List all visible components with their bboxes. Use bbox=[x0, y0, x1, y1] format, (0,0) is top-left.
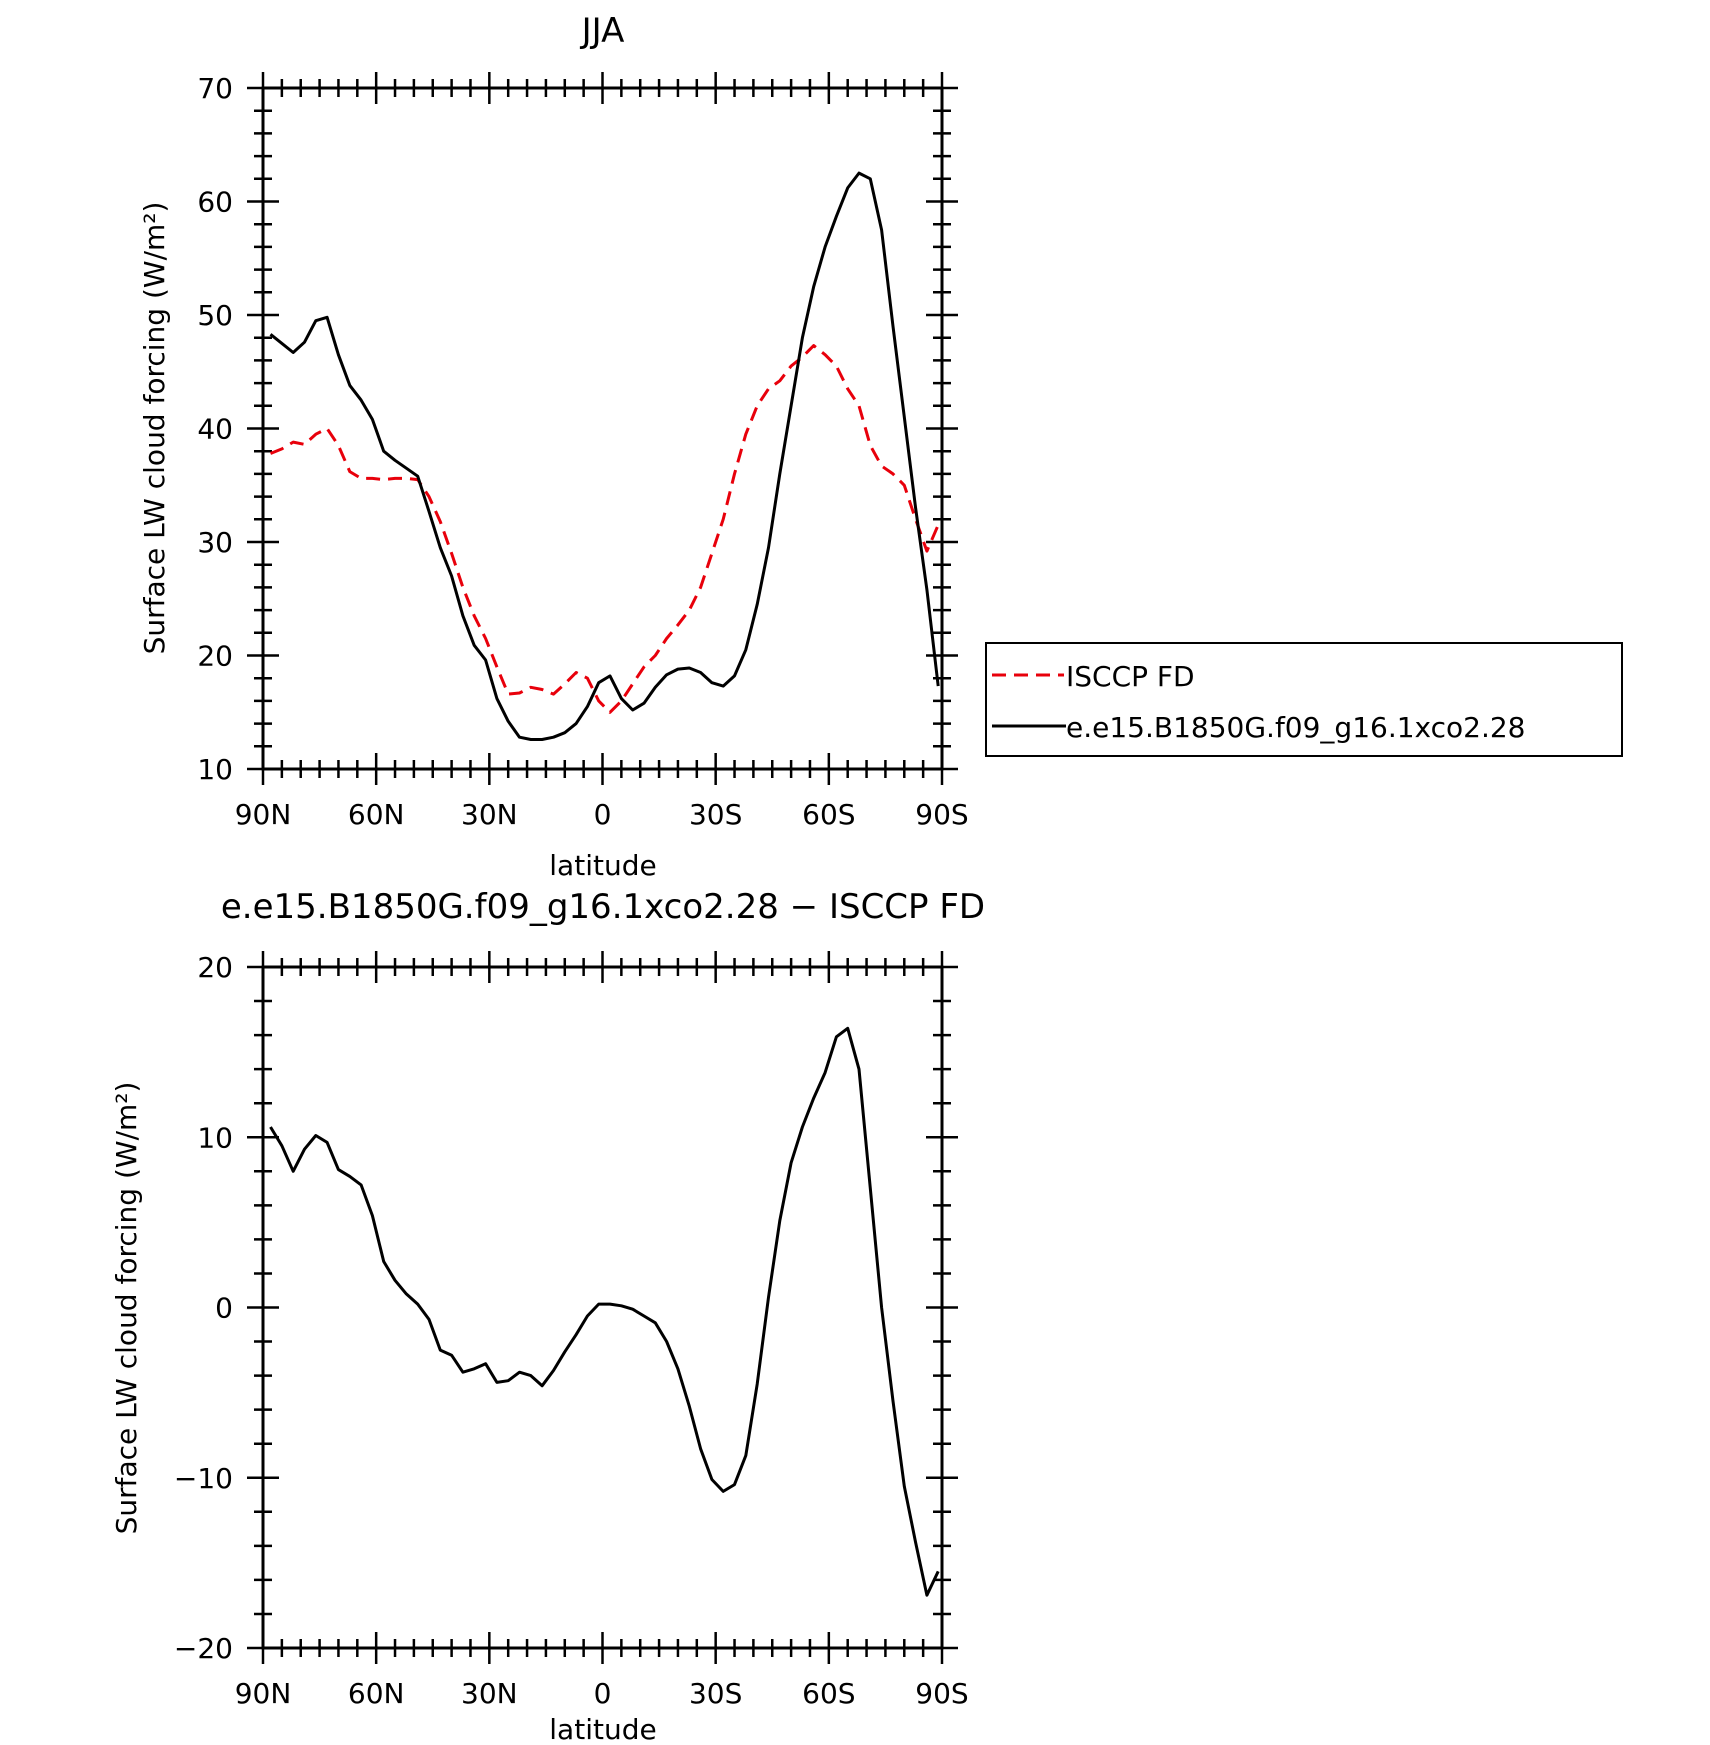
legend: ISCCP FD e.e15.B1850G.f09_g16.1xco2.28 bbox=[985, 642, 1623, 757]
bottom-y-tick-label: 20 bbox=[197, 951, 233, 984]
bottom-y-axis-label: Surface LW cloud forcing (W/m²) bbox=[110, 1082, 143, 1535]
bottom-y-tick-label: −10 bbox=[174, 1462, 233, 1495]
top-panel-title: JJA bbox=[580, 11, 625, 51]
bottom-plot-frame bbox=[261, 965, 944, 1650]
top-y-tick-label: 70 bbox=[197, 72, 233, 105]
top-x-tick-label: 30N bbox=[461, 798, 518, 831]
top-series-line-0 bbox=[269, 344, 940, 714]
top-x-axis-label: latitude bbox=[549, 849, 656, 882]
bottom-panel: e.e15.B1850G.f09_g16.1xco2.28 − ISCCP FD… bbox=[110, 887, 985, 1745]
bottom-axis-ticks bbox=[247, 951, 958, 1664]
bottom-x-tick-label: 90S bbox=[915, 1677, 968, 1710]
top-y-axis-label: Surface LW cloud forcing (W/m²) bbox=[138, 202, 171, 655]
bottom-x-tick-label: 0 bbox=[594, 1677, 612, 1710]
legend-box bbox=[985, 642, 1623, 757]
bottom-panel-title: e.e15.B1850G.f09_g16.1xco2.28 − ISCCP FD bbox=[221, 887, 985, 927]
bottom-x-tick-label: 30S bbox=[689, 1677, 742, 1710]
top-y-tick-label: 10 bbox=[197, 753, 233, 786]
top-y-tick-label: 30 bbox=[197, 526, 233, 559]
top-x-tick-label: 60S bbox=[802, 798, 855, 831]
top-panel: JJA 10 20 30 40 50 60 70 90N 60N 30N 0 30S 60S 90S la… bbox=[138, 11, 1623, 882]
top-plot-frame bbox=[261, 86, 944, 771]
legend-label-isccp: ISCCP FD bbox=[1066, 660, 1195, 693]
bottom-y-tick-label: −20 bbox=[174, 1632, 233, 1665]
top-y-tick-label: 60 bbox=[197, 186, 233, 219]
legend-label-model: e.e15.B1850G.f09_g16.1xco2.28 bbox=[1066, 711, 1526, 744]
top-series-line-1 bbox=[269, 171, 940, 741]
top-y-tick-label: 20 bbox=[197, 640, 233, 673]
top-x-tick-label: 90S bbox=[915, 798, 968, 831]
top-x-tick-label: 90N bbox=[235, 798, 292, 831]
top-y-tick-label: 50 bbox=[197, 299, 233, 332]
top-axis-ticks bbox=[247, 72, 958, 785]
top-plot-area bbox=[269, 171, 940, 741]
bottom-y-tick-label: 0 bbox=[215, 1292, 233, 1325]
bottom-x-axis-label: latitude bbox=[549, 1713, 656, 1745]
bottom-series-line-0 bbox=[269, 1026, 940, 1597]
top-tick-labels: 10 20 30 40 50 60 70 90N 60N 30N 0 30S 60S 90S bbox=[197, 72, 968, 831]
top-x-tick-label: 30S bbox=[689, 798, 742, 831]
bottom-y-tick-label: 10 bbox=[197, 1121, 233, 1154]
bottom-plot-area bbox=[269, 1026, 940, 1597]
top-x-tick-label: 0 bbox=[594, 798, 612, 831]
bottom-x-tick-label: 60S bbox=[802, 1677, 855, 1710]
bottom-x-tick-label: 60N bbox=[348, 1677, 405, 1710]
bottom-tick-labels: −20 −10 0 10 20 90N 60N 30N 0 30S 60S 90S bbox=[174, 951, 969, 1710]
bottom-x-tick-label: 30N bbox=[461, 1677, 518, 1710]
top-x-tick-label: 60N bbox=[348, 798, 405, 831]
bottom-x-tick-label: 90N bbox=[235, 1677, 292, 1710]
top-y-tick-label: 40 bbox=[197, 413, 233, 446]
